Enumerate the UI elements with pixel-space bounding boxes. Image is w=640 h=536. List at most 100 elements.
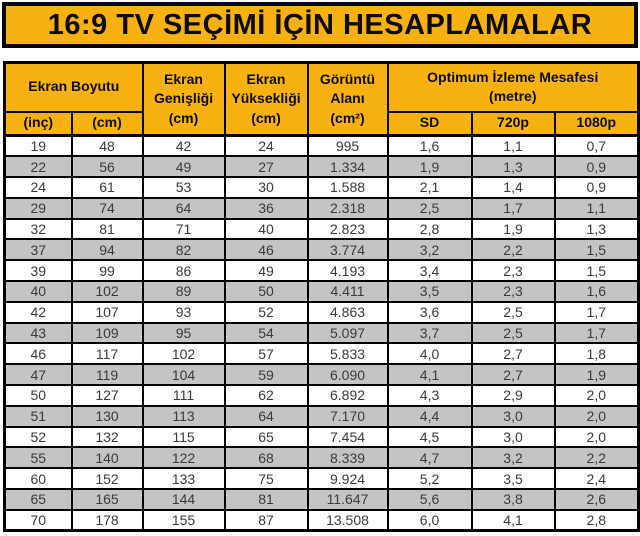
col-header-1080p: 1080p	[553, 110, 640, 137]
table-cell: 71	[141, 217, 226, 241]
col-header-ekran-yuksekligi: Ekran Yüksekliği (cm)	[223, 61, 309, 137]
table-cell: 11.647	[306, 488, 389, 511]
table-row: 39 99 86 49 4.193 3,4 2,3 1,5	[3, 259, 640, 283]
table-cell: 119	[70, 363, 144, 387]
table-cell: 49	[223, 259, 309, 283]
table-cell: 995	[306, 134, 389, 158]
table-row: 19 48 42 24 995 1,6 1,1 0,7	[3, 134, 640, 158]
table-cell: 2,0	[553, 425, 640, 449]
table-cell: 56	[70, 155, 144, 179]
table-cell: 64	[141, 196, 226, 220]
table-cell: 1,4	[470, 176, 556, 199]
table-row: 42 107 93 52 4.863 3,6 2,5 1,7	[3, 300, 640, 324]
col-header-optimum-izleme-mesafesi: Optimum İzleme Mesafesi (metre)	[386, 61, 640, 113]
table-cell: 1,7	[553, 321, 640, 345]
table-cell: 40	[3, 280, 73, 303]
table-cell: 113	[141, 404, 226, 428]
table-cell: 4.411	[306, 280, 389, 303]
table-cell: 48	[70, 134, 144, 158]
table-row: 65 165 144 81 11.647 5,6 3,8 2,6	[3, 488, 640, 511]
table-cell: 2,2	[553, 446, 640, 470]
table-row: 22 56 49 27 1.334 1,9 1,3 0,9	[3, 155, 640, 179]
table-cell: 165	[70, 488, 144, 511]
table-cell: 7.170	[306, 404, 389, 428]
table-cell: 64	[223, 404, 309, 428]
table-header: Ekran Boyutu Ekran Genişliği (cm) Ekran …	[3, 61, 640, 137]
table-cell: 2,0	[553, 384, 640, 407]
header-row-sub: (inç) (cm) SD 720p 1080p	[3, 110, 640, 137]
table-cell: 3,2	[470, 446, 556, 470]
table-cell: 4,0	[386, 342, 473, 366]
table-cell: 1,3	[553, 217, 640, 241]
table-cell: 122	[141, 446, 226, 470]
table-cell: 5.833	[306, 342, 389, 366]
table-cell: 46	[223, 238, 309, 262]
table-cell: 1,3	[470, 155, 556, 179]
table-cell: 1,7	[553, 300, 640, 324]
table-cell: 68	[223, 446, 309, 470]
table-cell: 130	[70, 404, 144, 428]
table-cell: 2,3	[470, 259, 556, 283]
table-cell: 104	[141, 363, 226, 387]
table-cell: 62	[223, 384, 309, 407]
table-cell: 3,2	[386, 238, 473, 262]
table-cell: 4.863	[306, 300, 389, 324]
table-body: 19 48 42 24 995 1,6 1,1 0,7 22 56 49 27 1.334 1,9 1,3 0…	[3, 134, 640, 532]
table-cell: 86	[141, 259, 226, 283]
table-cell: 2.318	[306, 196, 389, 220]
table-row: 32 81 71 40 2.823 2,8 1,9 1,3	[3, 217, 640, 241]
table-cell: 42	[3, 300, 73, 324]
header-row-main: Ekran Boyutu Ekran Genişliği (cm) Ekran …	[3, 61, 640, 137]
table-cell: 4,1	[470, 508, 556, 532]
table-row: 40 102 89 50 4.411 3,5 2,3 1,6	[3, 280, 640, 303]
table-row: 60 152 133 75 9.924 5,2 3,5 2,4	[3, 467, 640, 491]
table-cell: 59	[223, 363, 309, 387]
table-cell: 19	[3, 134, 73, 158]
table-cell: 2,4	[553, 467, 640, 491]
table-cell: 52	[3, 425, 73, 449]
table-cell: 74	[70, 196, 144, 220]
table-cell: 2,1	[386, 176, 473, 199]
table-cell: 1,1	[553, 196, 640, 220]
table-cell: 50	[3, 384, 73, 407]
table-cell: 81	[223, 488, 309, 511]
table-cell: 3,4	[386, 259, 473, 283]
table-cell: 111	[141, 384, 226, 407]
table-cell: 3.774	[306, 238, 389, 262]
table-cell: 140	[70, 446, 144, 470]
table-cell: 102	[70, 280, 144, 303]
table-cell: 51	[3, 404, 73, 428]
table-cell: 6,0	[386, 508, 473, 532]
table-cell: 75	[223, 467, 309, 491]
table-cell: 22	[3, 155, 73, 179]
table-cell: 6.892	[306, 384, 389, 407]
table-cell: 2,8	[553, 508, 640, 532]
table-cell: 2,3	[470, 280, 556, 303]
table-cell: 3,5	[386, 280, 473, 303]
table-cell: 152	[70, 467, 144, 491]
table-cell: 94	[70, 238, 144, 262]
col-header-cm: (cm)	[70, 110, 144, 137]
table-cell: 87	[223, 508, 309, 532]
page-title: 16:9 TV SEÇİMİ İÇİN HESAPLAMALAR	[47, 8, 593, 41]
col-header-ekran-boyutu: Ekran Boyutu	[3, 61, 144, 113]
table-cell: 47	[3, 363, 73, 387]
table-cell: 4,5	[386, 425, 473, 449]
table-cell: 4,7	[386, 446, 473, 470]
table-cell: 8.339	[306, 446, 389, 470]
table-cell: 6.090	[306, 363, 389, 387]
table-cell: 40	[223, 217, 309, 241]
table-cell: 117	[70, 342, 144, 366]
table-cell: 1,6	[553, 280, 640, 303]
col-header-ekran-genisligi: Ekran Genişliği (cm)	[141, 61, 226, 137]
table-cell: 2,7	[470, 342, 556, 366]
table-cell: 1,5	[553, 259, 640, 283]
table-cell: 144	[141, 488, 226, 511]
table-cell: 82	[141, 238, 226, 262]
table-cell: 2,8	[386, 217, 473, 241]
table-cell: 109	[70, 321, 144, 345]
title-bar: 16:9 TV SEÇİMİ İÇİN HESAPLAMALAR	[2, 2, 638, 48]
table-row: 52 132 115 65 7.454 4,5 3,0 2,0	[3, 425, 640, 449]
table-cell: 2,5	[470, 321, 556, 345]
table-cell: 2,0	[553, 404, 640, 428]
